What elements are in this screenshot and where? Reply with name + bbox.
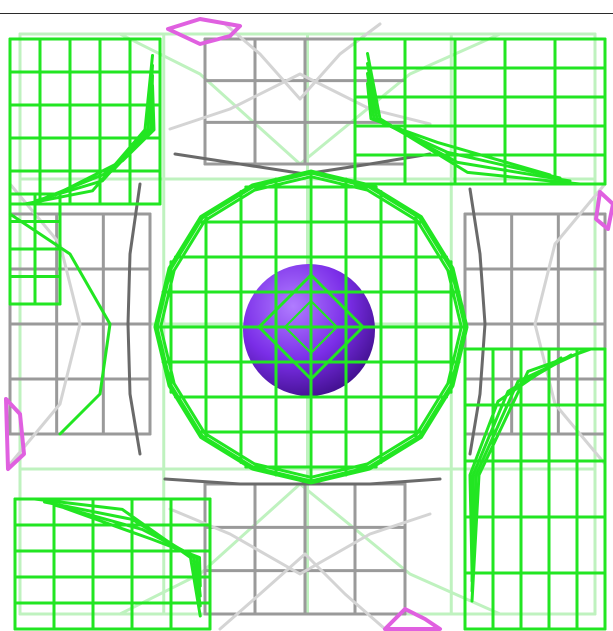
magenta-atom-icon	[166, 17, 242, 46]
green-dome-bottom-right-arc	[470, 350, 583, 593]
green-dome-top-left-arc	[53, 84, 156, 197]
green-dome-top-left	[8, 37, 162, 206]
crystal-structure-scene[interactable]	[0, 14, 613, 631]
viewer-top-border	[0, 13, 613, 14]
magenta-atom-icon	[383, 607, 442, 631]
magenta-atoms	[4, 17, 613, 631]
gray-arc-top-3	[223, 22, 382, 101]
green-dome-top-right-arc	[366, 72, 562, 180]
green-isosurface-mesh	[8, 37, 607, 631]
green-dome-bottom-left-arc	[43, 500, 202, 608]
green-dome-bottom-left-arc	[53, 503, 202, 598]
magenta-atom-icon	[594, 190, 613, 231]
green-dome-bottom-right	[463, 347, 607, 631]
green-dome-top-right-arc	[366, 82, 552, 177]
green-dome-bottom-right-arc	[468, 356, 563, 573]
gray-arc-left-1	[8, 182, 82, 466]
gray-arc-top-1	[168, 72, 432, 131]
green-dome-top-left-arc	[33, 64, 154, 203]
central-diamond-inner	[284, 300, 338, 354]
green-dome-bottom-left-arc	[63, 506, 202, 588]
gray-arc-right-2	[468, 187, 487, 456]
green-dome-bottom-right-arc	[470, 347, 593, 603]
gray-frame-bottom	[203, 482, 407, 616]
gray-arc-bottom-1	[163, 477, 442, 486]
green-dome-top-right	[353, 37, 607, 186]
green-dome-bottom-left	[13, 497, 212, 631]
gray-arc-left-2	[126, 182, 142, 456]
magenta-atom-icon	[4, 397, 26, 471]
green-dome-top-right-arc	[366, 62, 572, 183]
green-side-left-arc	[8, 212, 112, 436]
gray-arc-bottom-3	[218, 552, 387, 631]
central-diamond	[257, 273, 365, 381]
central-cage	[153, 169, 469, 485]
gray-arc-right-1	[533, 182, 607, 466]
green-side-left	[8, 192, 62, 306]
central-cage-outline	[153, 169, 469, 485]
